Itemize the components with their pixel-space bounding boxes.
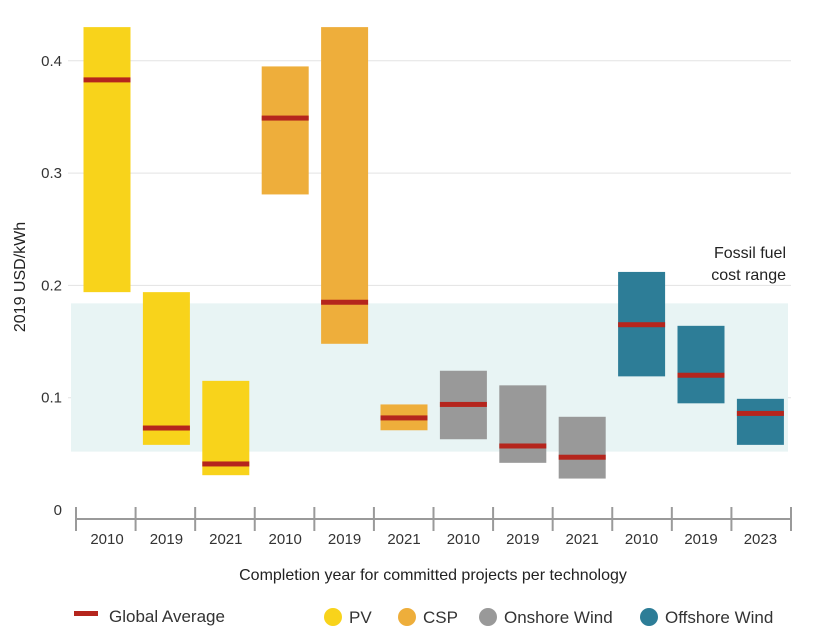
y-tick-label: 0.4: [41, 53, 62, 70]
legend-label: CSP: [423, 608, 458, 627]
global-average-marker: [558, 454, 606, 460]
global-average-marker: [736, 410, 784, 416]
x-tick-label: 2021: [387, 531, 420, 548]
y-tick-label: 0.3: [41, 165, 62, 182]
legend-swatch: [640, 608, 658, 626]
y-tick-label: 0.1: [41, 390, 62, 407]
x-axis-ticks: 2010 2019 2021 2010 2019 2021 2010 2019 2021 2010…: [90, 531, 777, 548]
legend-swatch: [324, 608, 342, 626]
range-bar: [261, 66, 309, 195]
y-tick-label: 0: [54, 502, 62, 519]
legend-label: Onshore Wind: [504, 608, 613, 627]
range-bar: [202, 380, 250, 476]
global-average-marker: [380, 415, 428, 421]
range-bars: [83, 27, 784, 479]
fossil-band-label-line-1: Fossil fuel: [714, 245, 786, 262]
range-bar: [558, 416, 606, 479]
legend-label: PV: [349, 608, 372, 627]
x-tick-label: 2019: [150, 531, 183, 548]
global-average-marker: [618, 322, 666, 328]
x-tick-label: 2019: [328, 531, 361, 548]
fossil-fuel-cost-band: [71, 303, 788, 452]
x-tick-label: 2021: [566, 531, 599, 548]
range-bar: [499, 385, 547, 463]
x-tick-label: 2019: [506, 531, 539, 548]
average-markers: [83, 77, 784, 467]
x-tick-label: 2010: [90, 531, 123, 548]
range-bar: [142, 292, 190, 445]
legend: Global Average PV CSP Onshore Wind Offshore…: [74, 607, 773, 627]
global-average-marker: [202, 461, 250, 467]
range-bar: [321, 27, 369, 344]
legend-label: Offshore Wind: [665, 608, 773, 627]
range-bar: [83, 27, 131, 293]
y-tick-label: 0.2: [41, 277, 62, 294]
range-bar: [736, 398, 784, 445]
y-axis-title: 2019 USD/kWh: [12, 222, 29, 332]
x-tick-label: 2010: [269, 531, 302, 548]
x-axis: [75, 507, 792, 531]
global-average-marker: [499, 443, 547, 449]
y-axis-ticks: 0 0.1 0.2 0.3 0.4: [41, 53, 62, 519]
global-average-marker: [439, 401, 487, 407]
legend-swatch: [398, 608, 416, 626]
x-tick-label: 2019: [684, 531, 717, 548]
x-tick-label: 2010: [447, 531, 480, 548]
global-average-marker: [142, 425, 190, 431]
legend-average-swatch: [74, 611, 98, 616]
x-tick-label: 2010: [625, 531, 658, 548]
legend-swatch: [479, 608, 497, 626]
fossil-band-label-line-2: cost range: [711, 267, 786, 284]
global-average-marker: [321, 299, 369, 305]
legend-average-label: Global Average: [109, 607, 225, 626]
x-tick-label: 2023: [744, 531, 777, 548]
x-axis-title: Completion year for committed projects p…: [239, 567, 627, 584]
x-tick-label: 2021: [209, 531, 242, 548]
range-bar: [677, 325, 725, 404]
global-average-marker: [261, 115, 309, 121]
global-average-marker: [677, 372, 725, 378]
global-average-marker: [83, 77, 131, 83]
